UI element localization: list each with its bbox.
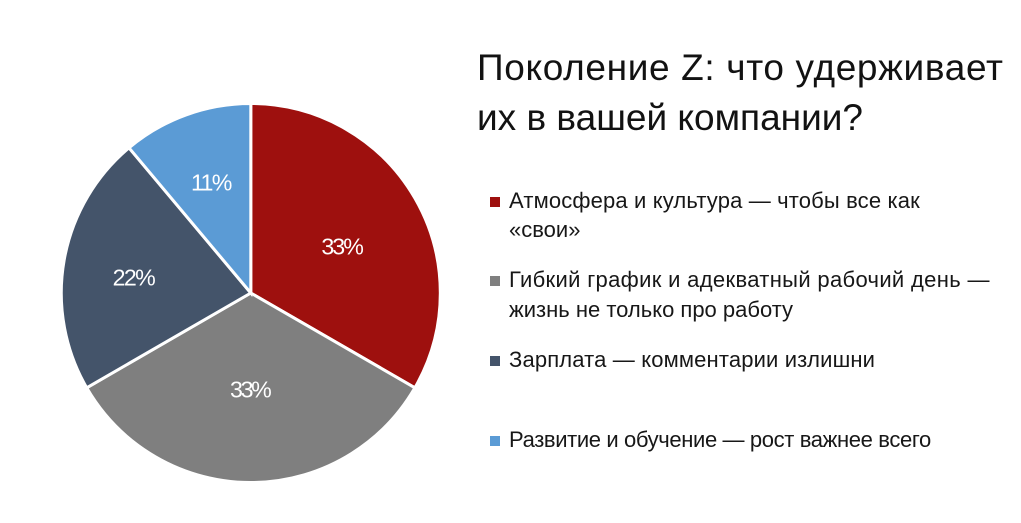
svg-text:11%: 11% [191, 170, 232, 196]
svg-text:22%: 22% [113, 265, 156, 291]
svg-text:33%: 33% [230, 377, 272, 403]
svg-text:33%: 33% [321, 234, 364, 260]
